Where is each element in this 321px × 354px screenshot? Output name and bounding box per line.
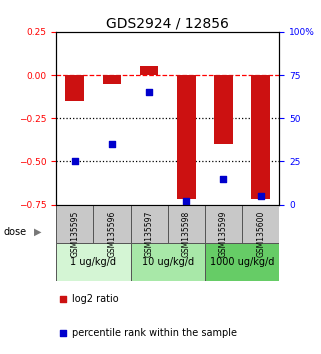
- Text: 10 ug/kg/d: 10 ug/kg/d: [142, 257, 194, 267]
- Text: GSM135596: GSM135596: [108, 210, 117, 257]
- Text: dose: dose: [3, 227, 26, 237]
- Point: [184, 198, 189, 204]
- Bar: [131, 205, 168, 243]
- Text: GSM135598: GSM135598: [182, 210, 191, 257]
- Text: log2 ratio: log2 ratio: [72, 293, 118, 304]
- Text: 1 ug/kg/d: 1 ug/kg/d: [70, 257, 116, 267]
- Bar: [205, 243, 279, 281]
- Title: GDS2924 / 12856: GDS2924 / 12856: [106, 17, 229, 31]
- Point: [109, 141, 115, 147]
- Text: ▶: ▶: [34, 227, 41, 237]
- Bar: [93, 205, 131, 243]
- Point: [221, 176, 226, 182]
- Text: GSM135600: GSM135600: [256, 210, 265, 257]
- Bar: [131, 243, 205, 281]
- Point: [60, 330, 65, 336]
- Text: 1000 ug/kg/d: 1000 ug/kg/d: [210, 257, 274, 267]
- Bar: [177, 75, 195, 199]
- Bar: [251, 75, 270, 199]
- Bar: [56, 205, 93, 243]
- Point: [258, 193, 263, 199]
- Bar: [65, 75, 84, 101]
- Bar: [205, 205, 242, 243]
- Text: GSM135595: GSM135595: [70, 210, 79, 257]
- Bar: [103, 75, 121, 84]
- Bar: [214, 75, 233, 144]
- Bar: [56, 243, 131, 281]
- Bar: [242, 205, 279, 243]
- Bar: [140, 67, 159, 75]
- Text: GSM135597: GSM135597: [145, 210, 154, 257]
- Point: [60, 296, 65, 302]
- Text: percentile rank within the sample: percentile rank within the sample: [72, 328, 237, 338]
- Point: [147, 90, 152, 95]
- Text: GSM135599: GSM135599: [219, 210, 228, 257]
- Bar: [168, 205, 205, 243]
- Point: [72, 159, 77, 164]
